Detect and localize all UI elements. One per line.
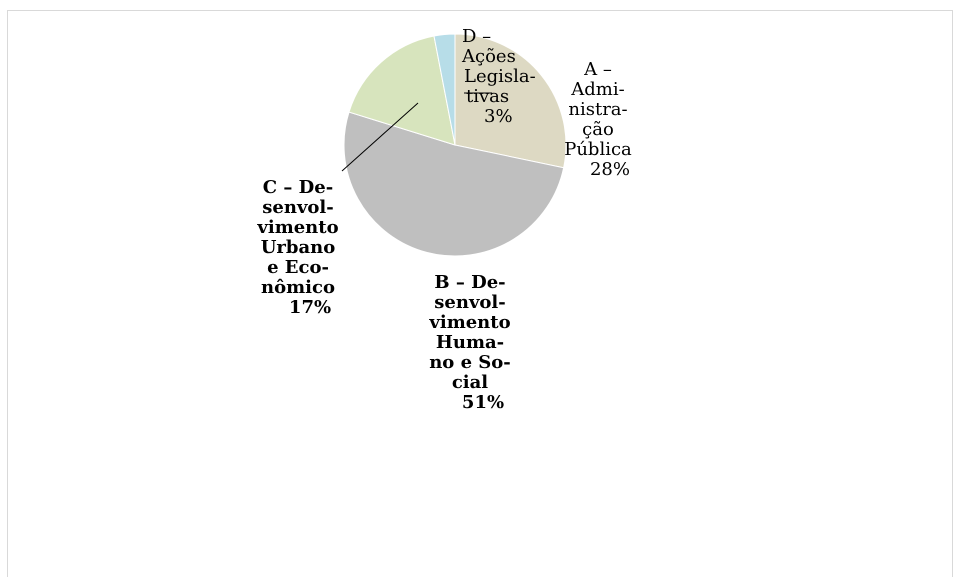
slice-d-label-line: Ações <box>462 46 516 67</box>
pie-slice-c <box>348 35 456 146</box>
slice-label-a: A – Admi- nistra- ção Pública 28% <box>548 60 648 180</box>
slice-a-percent: 28% <box>589 159 630 180</box>
slice-a-label-line: Admi- <box>571 79 625 100</box>
slice-a-label-line: Pública <box>564 139 632 160</box>
pie-slice-d <box>433 33 456 146</box>
slice-b-percent: 51% <box>461 392 505 413</box>
pie-slice-b <box>343 111 565 257</box>
slice-b-label-line: no e So- <box>429 352 511 373</box>
leader-line-c <box>341 102 419 172</box>
slice-label-c: C – De- senvol- vimento Urbano e Eco- nô… <box>233 178 363 318</box>
pie-slice-a <box>454 33 567 169</box>
slice-label-b: B – De- senvol- vimento Huma- no e So- c… <box>400 273 540 413</box>
slice-c-label-line: e Eco- <box>267 257 329 278</box>
slice-b-label-line: B – De- <box>434 272 506 293</box>
slice-b-label-line: senvol- <box>434 292 506 313</box>
slice-a-label-line: ção <box>582 119 614 140</box>
slice-c-label-line: vimento <box>257 217 339 238</box>
slice-a-label-line: nistra- <box>568 99 628 120</box>
slice-a-label-line: A – <box>584 59 612 80</box>
pie-slices <box>343 33 567 257</box>
slice-b-label-line: cial <box>451 372 489 393</box>
slice-c-label-line: Urbano <box>260 237 336 258</box>
slice-d-label-line: Legisla- <box>464 66 536 87</box>
slice-b-label-line: vimento <box>429 312 511 333</box>
slice-d-label-line: D – <box>462 26 492 47</box>
chart-frame <box>7 10 953 577</box>
slice-d-percent: 3% <box>484 106 513 127</box>
slice-c-label-line: nômico <box>261 277 335 298</box>
slice-d-label-line: tivas <box>466 86 510 107</box>
slice-c-label-line: senvol- <box>262 197 334 218</box>
slice-b-label-line: Huma- <box>435 332 505 353</box>
slice-c-label-line: C – De- <box>262 177 334 198</box>
slice-label-d: D – Ações Legisla- tivas 3% <box>448 27 558 127</box>
slice-c-percent: 17% <box>288 297 332 318</box>
